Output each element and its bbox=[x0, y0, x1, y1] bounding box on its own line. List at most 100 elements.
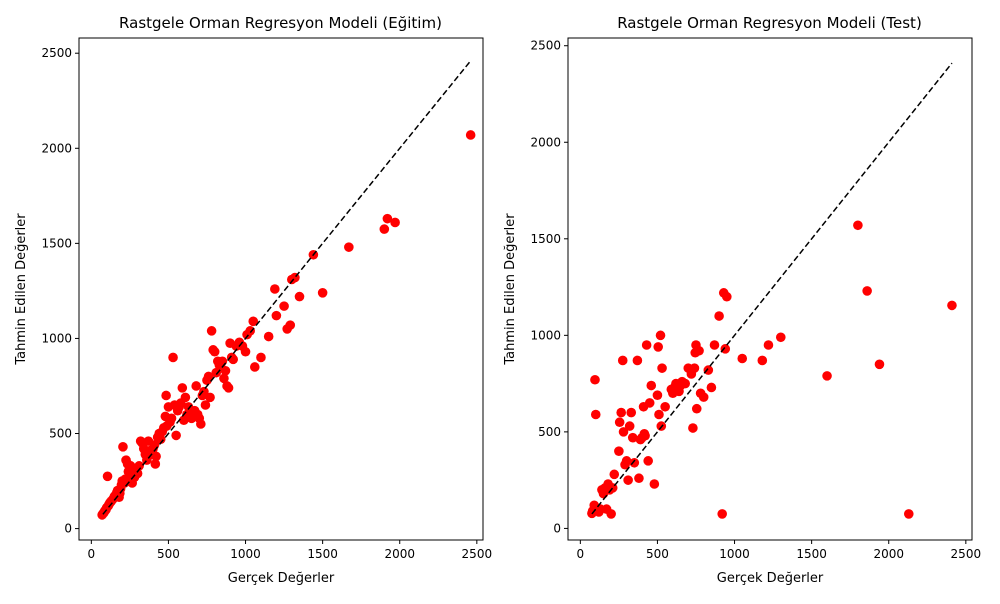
train-data-point bbox=[379, 224, 390, 234]
test-data-point bbox=[717, 509, 727, 519]
train-data-point bbox=[118, 442, 128, 452]
test-x-tick-label: 0 bbox=[577, 547, 585, 561]
test-data-point bbox=[624, 421, 635, 431]
test-data-point bbox=[644, 398, 655, 408]
test-data-point bbox=[703, 365, 714, 375]
train-data-point bbox=[196, 419, 206, 429]
train-x-tick-label: 1500 bbox=[307, 547, 338, 561]
test-data-point bbox=[614, 417, 625, 428]
test-data-point bbox=[618, 427, 629, 437]
test-data-point bbox=[660, 401, 670, 412]
train-data-point bbox=[220, 365, 231, 376]
test-data-point bbox=[626, 407, 637, 418]
test-y-tick-label: 2500 bbox=[530, 39, 561, 53]
test-data-point bbox=[634, 473, 644, 484]
train-data-point bbox=[223, 383, 234, 393]
train-data-point bbox=[177, 383, 188, 393]
test-data-point bbox=[698, 392, 709, 402]
test-y-tick-label: 2000 bbox=[530, 135, 561, 149]
test-data-point bbox=[688, 423, 698, 433]
train-data-point bbox=[263, 331, 274, 342]
test-data-point bbox=[655, 330, 666, 341]
train-x-tick-label: 500 bbox=[157, 547, 180, 561]
test-data-point bbox=[757, 355, 768, 366]
train-data-point bbox=[155, 434, 166, 445]
train-data-point bbox=[217, 356, 228, 367]
test-data-point bbox=[652, 390, 663, 400]
train-plot-frame bbox=[78, 37, 484, 541]
test-data-point bbox=[627, 432, 638, 443]
train-data-point bbox=[161, 390, 171, 401]
test-data-point bbox=[641, 340, 652, 350]
train-y-tick-label: 1000 bbox=[41, 331, 72, 345]
train-data-point bbox=[317, 288, 328, 298]
test-y-tick-label: 0 bbox=[553, 521, 561, 535]
train-data-point bbox=[248, 316, 259, 327]
test-y-tick-label: 500 bbox=[538, 425, 561, 439]
train-data-point bbox=[270, 284, 280, 294]
test-x-tick-label: 1500 bbox=[796, 547, 827, 561]
test-data-point bbox=[853, 220, 863, 231]
test-data-point bbox=[657, 363, 667, 373]
test-data-point bbox=[874, 359, 885, 370]
test-data-point bbox=[621, 456, 632, 466]
test-data-point bbox=[606, 509, 616, 519]
test-data-point bbox=[616, 407, 626, 418]
test-data-point bbox=[649, 479, 660, 489]
train-y-tick-label: 1500 bbox=[41, 236, 72, 250]
train-y-tick-label: 2500 bbox=[41, 46, 72, 60]
test-x-tick-label: 2500 bbox=[951, 547, 982, 561]
test-data-point bbox=[590, 409, 601, 420]
train-x-tick-label: 0 bbox=[88, 547, 96, 561]
train-data-point bbox=[151, 451, 161, 462]
test-data-point bbox=[822, 371, 832, 381]
train-y-axis-label: Tahmin Edilen Değerler bbox=[14, 213, 29, 366]
train-data-point bbox=[166, 413, 177, 424]
test-y-tick-label: 1000 bbox=[530, 328, 561, 342]
test-data-point bbox=[709, 340, 720, 350]
test-data-point bbox=[903, 509, 914, 519]
test-data-point bbox=[714, 311, 724, 321]
train-y-tick-label: 2000 bbox=[41, 141, 72, 155]
test-data-point bbox=[614, 446, 624, 456]
train-data-point bbox=[245, 326, 255, 336]
test-data-point bbox=[775, 332, 786, 343]
test-x-axis-label: Gerçek Değerler bbox=[717, 571, 824, 586]
test-data-point bbox=[706, 382, 717, 393]
train-data-point bbox=[203, 371, 214, 382]
train-chart-title: Rastgele Orman Regresyon Modeli (Eğitim) bbox=[119, 14, 442, 32]
train-data-point bbox=[249, 362, 260, 372]
train-data-point bbox=[219, 373, 229, 384]
train-data-point bbox=[191, 381, 201, 391]
test-y-axis-label: Tahmin Edilen Değerler bbox=[503, 213, 518, 366]
train-reference-line bbox=[102, 60, 472, 515]
train-data-point bbox=[206, 326, 217, 336]
train-data-point bbox=[132, 468, 143, 479]
train-data-point bbox=[199, 386, 209, 397]
train-data-point bbox=[205, 392, 215, 403]
test-data-point bbox=[720, 344, 731, 354]
train-data-point bbox=[256, 352, 266, 363]
test-data-point bbox=[617, 355, 628, 366]
test-x-tick-label: 1000 bbox=[719, 547, 750, 561]
test-data-point bbox=[691, 403, 702, 414]
train-data-point bbox=[150, 459, 161, 469]
test-data-point bbox=[609, 469, 620, 480]
train-data-point bbox=[465, 130, 476, 140]
test-data-point bbox=[643, 456, 653, 466]
train-data-point bbox=[200, 400, 211, 410]
train-data-point bbox=[209, 346, 220, 357]
test-data-point bbox=[640, 430, 650, 441]
test-data-point bbox=[862, 286, 872, 296]
train-x-tick-label: 2500 bbox=[462, 547, 493, 561]
test-x-tick-label: 2000 bbox=[873, 547, 904, 561]
train-data-point bbox=[171, 430, 181, 441]
test-data-point bbox=[689, 363, 700, 373]
test-data-point bbox=[646, 380, 657, 391]
train-data-point bbox=[279, 301, 289, 311]
train-data-point bbox=[228, 354, 238, 365]
train-data-point bbox=[168, 352, 178, 363]
test-data-point bbox=[763, 340, 774, 350]
test-data-point bbox=[590, 374, 600, 385]
